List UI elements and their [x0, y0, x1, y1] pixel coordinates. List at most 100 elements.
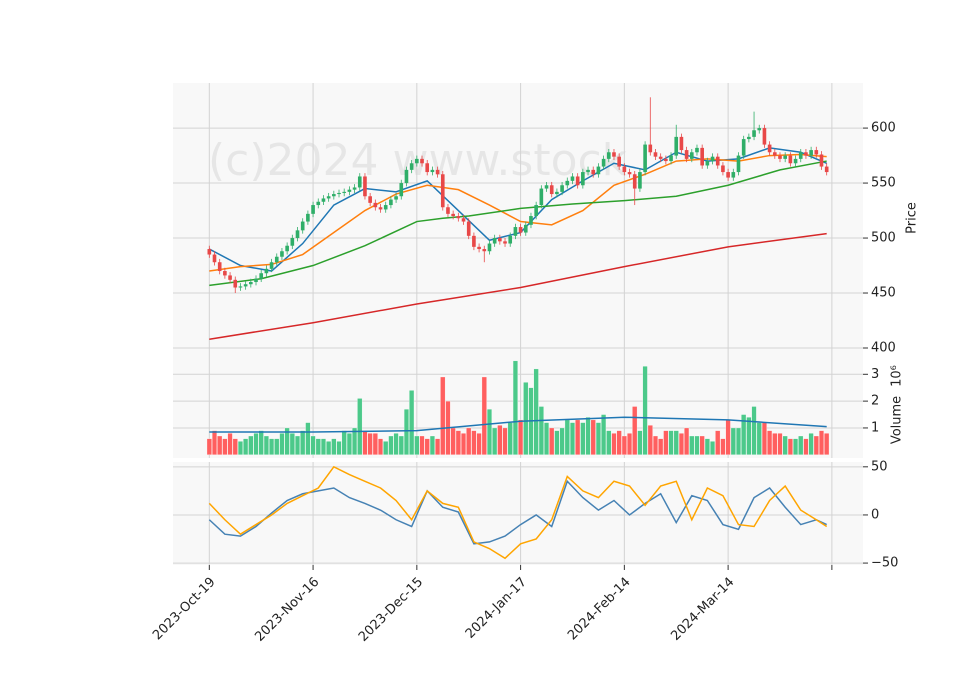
volume-bar [767, 430, 773, 455]
candle-body [529, 216, 533, 225]
y-tick-label: 450 [871, 286, 896, 301]
volume-bar [564, 419, 570, 455]
candle-body [560, 185, 564, 192]
volume-bar [751, 406, 757, 455]
volume-bar [793, 438, 799, 455]
candle-body [804, 152, 808, 156]
candle-body [731, 172, 736, 178]
volume-bar [772, 433, 778, 455]
volume-offset: 10⁶ [890, 365, 905, 387]
volume-bar [621, 435, 627, 455]
volume-bar [284, 427, 290, 455]
volume-bar [305, 422, 311, 455]
volume-bar [336, 441, 342, 455]
volume-bar [808, 433, 814, 455]
y-tick-label: 50 [871, 459, 888, 474]
candle-body [664, 158, 668, 162]
volume-bar [710, 441, 716, 455]
candle-body [669, 155, 673, 162]
candle-body [523, 224, 528, 233]
volume-bar [725, 419, 731, 455]
volume-bar [315, 438, 321, 455]
volume-bar [813, 435, 819, 455]
volume-bar [440, 376, 446, 455]
volume-bar [331, 438, 337, 455]
candle-body [472, 235, 476, 247]
candle-body [788, 155, 793, 164]
candle-body [285, 245, 289, 252]
candle-body [798, 152, 803, 159]
volume-bar [393, 433, 399, 455]
candle-body [606, 152, 611, 159]
volume-bar [310, 435, 316, 455]
candle-body [280, 251, 284, 257]
volume-bar [611, 433, 617, 455]
candle-body [549, 185, 554, 195]
y-tick-label: 2 [871, 394, 879, 409]
volume-bar [341, 430, 347, 455]
candle-body [425, 163, 430, 173]
volume-bar [678, 433, 684, 455]
candle-body [347, 189, 352, 192]
y-axis-label: Price [905, 202, 920, 234]
volume-bar [481, 376, 487, 455]
candle-body [383, 205, 388, 210]
volume-bar [502, 427, 508, 455]
volume-bar [435, 438, 441, 455]
volume-bar [492, 427, 498, 455]
volume-bar [803, 438, 809, 455]
candle-body [332, 194, 336, 197]
candle-body [632, 174, 637, 189]
volume-bar [590, 419, 596, 455]
volume-bar [533, 368, 539, 455]
candle-body [342, 191, 347, 193]
volume-bar [756, 422, 762, 455]
candle-body [814, 150, 819, 155]
y-tick-label: 3 [871, 367, 879, 382]
candle-body [409, 163, 414, 170]
volume-bar [507, 422, 513, 455]
candle-body [736, 155, 741, 173]
candle-body [368, 196, 372, 203]
volume-bar [476, 433, 482, 455]
y-tick-label: −50 [871, 556, 898, 571]
x-tick-label: 2024-Feb-14 [565, 575, 634, 644]
volume-bar [269, 438, 275, 455]
candle-body [565, 180, 570, 186]
volume-bar [414, 435, 420, 455]
candle-body [721, 165, 725, 173]
candle-body [337, 192, 341, 195]
candle-body [747, 136, 751, 140]
volume-bar [684, 427, 690, 455]
candle-body [518, 227, 523, 233]
candle-body [321, 198, 326, 202]
volume-bar [461, 433, 467, 455]
volume-bar [295, 435, 300, 455]
candle-body [793, 158, 798, 164]
volume-bar [736, 427, 741, 455]
volume-bar [258, 430, 264, 455]
candle-body [627, 172, 632, 175]
candle-body [544, 185, 549, 189]
candle-body [378, 207, 383, 210]
candle-body [290, 238, 295, 246]
volume-bar [237, 441, 243, 455]
volume-bar [720, 438, 726, 455]
candle-body [420, 158, 424, 164]
candle-body [555, 191, 559, 195]
volume-bar [569, 422, 575, 455]
volume-bar [668, 430, 674, 455]
y-tick-label: 1 [871, 420, 879, 435]
volume-bar [253, 433, 259, 455]
candle-body [705, 161, 710, 166]
volume-bar [455, 430, 461, 455]
volume-bar [689, 435, 695, 455]
candle-body [394, 196, 398, 200]
volume-bar [798, 435, 804, 455]
volume-bar [642, 366, 648, 455]
volume-bar [606, 430, 612, 455]
candle-body [726, 172, 730, 178]
x-tick-label: 2024-Jan-17 [463, 575, 530, 642]
candle-body [638, 172, 642, 189]
candle-body [757, 128, 762, 131]
